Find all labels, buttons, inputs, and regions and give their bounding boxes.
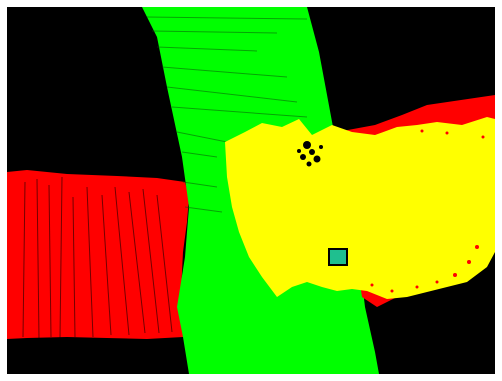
left-red-texture [22,176,173,340]
map-canvas [7,7,495,374]
yellow-edge-noise [370,129,485,293]
agent-marker [328,248,348,266]
map-viewport [7,7,495,374]
obstacle-cluster [297,141,323,167]
green-band-texture [146,16,308,213]
left-red-region [7,170,189,339]
yellow-region [225,117,495,299]
